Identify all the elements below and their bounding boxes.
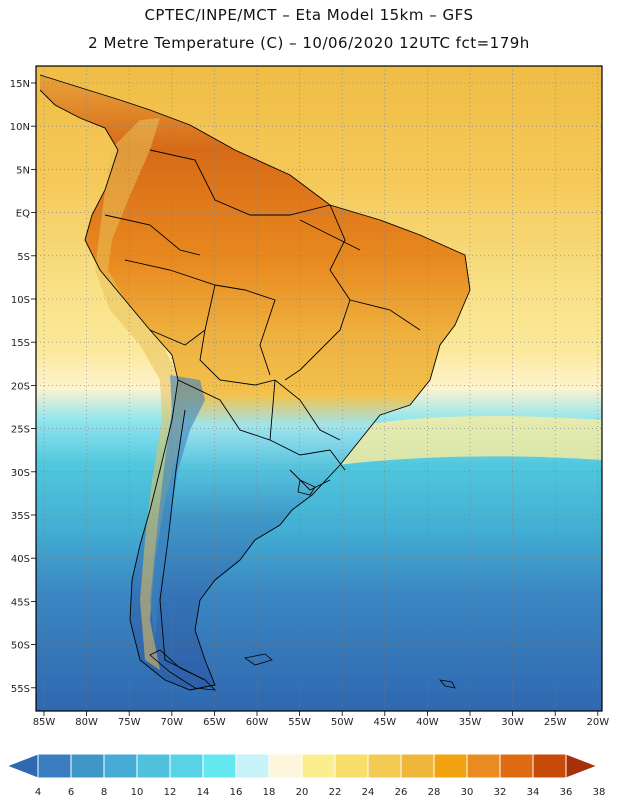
colorbar-swatch bbox=[400, 753, 435, 779]
longitude-label: 45W bbox=[373, 717, 396, 728]
warm-tongue bbox=[300, 416, 602, 470]
latitude-label: 30S bbox=[11, 468, 30, 479]
longitude-label: 75W bbox=[118, 717, 141, 728]
colorbar-swatch bbox=[169, 753, 204, 779]
colorbar-swatch bbox=[499, 753, 534, 779]
longitude-label: 85W bbox=[33, 717, 56, 728]
coast-islands bbox=[149, 479, 456, 691]
latitude-label: 20S bbox=[11, 381, 30, 392]
latitude-label: 5S bbox=[17, 252, 30, 263]
longitude-label: 35W bbox=[459, 717, 482, 728]
colorbar-swatch bbox=[301, 753, 336, 779]
colorbar-tick-label: 30 bbox=[461, 787, 474, 798]
latitude-label: 10N bbox=[10, 122, 30, 133]
colorbar-tick-label: 12 bbox=[164, 787, 177, 798]
colorbar-tick-label: 10 bbox=[131, 787, 144, 798]
colorbar-tick-label: 36 bbox=[560, 787, 573, 798]
colorbar-tick-label: 24 bbox=[362, 787, 375, 798]
latitude-label: 25S bbox=[11, 425, 30, 436]
colorbar-tick-label: 6 bbox=[68, 787, 74, 798]
latitude-axis: 15N 10N 5N EQ 5S 10S 15S 20S 25S 30S 35S 40S 45S 50S 5… bbox=[10, 79, 36, 695]
colorbar-tick-label: 28 bbox=[428, 787, 441, 798]
map-subtitle: 2 Metre Temperature (C) – 10/06/2020 12U… bbox=[88, 34, 530, 52]
colorbar-high-arrow bbox=[565, 753, 599, 779]
colorbar-swatch bbox=[202, 753, 237, 779]
latitude-label: 10S bbox=[11, 295, 30, 306]
longitude-label: 70W bbox=[160, 717, 183, 728]
longitude-label: 40W bbox=[416, 717, 439, 728]
colorbar-tick-label: 34 bbox=[527, 787, 540, 798]
latitude-label: 15S bbox=[11, 338, 30, 349]
colorbar-swatch bbox=[103, 753, 138, 779]
latitude-label: 45S bbox=[11, 597, 30, 608]
longitude-label: 50W bbox=[331, 717, 354, 728]
colorbar-swatch bbox=[70, 753, 105, 779]
latitude-label: 40S bbox=[11, 554, 30, 565]
longitude-label: 20W bbox=[586, 717, 609, 728]
colorbar-tick-label: 16 bbox=[230, 787, 243, 798]
latitude-label: 15N bbox=[10, 79, 30, 90]
latitude-label: 55S bbox=[11, 684, 30, 695]
colorbar-swatch bbox=[37, 753, 72, 779]
longitude-label: 80W bbox=[75, 717, 98, 728]
colorbar-tick-label: 18 bbox=[263, 787, 276, 798]
colorbar-swatch bbox=[532, 753, 567, 779]
latitude-label: EQ bbox=[16, 209, 30, 220]
colorbar-swatch bbox=[136, 753, 171, 779]
colorbar-low-arrow bbox=[5, 753, 39, 779]
colorbar-swatch bbox=[466, 753, 501, 779]
longitude-label: 65W bbox=[203, 717, 226, 728]
high-andes-cold bbox=[150, 375, 205, 640]
colorbar-tick-label: 14 bbox=[197, 787, 210, 798]
colorbar-tick-label: 26 bbox=[395, 787, 408, 798]
colorbar-swatch bbox=[334, 753, 369, 779]
map-title: CPTEC/INPE/MCT – Eta Model 15km – GFS bbox=[144, 6, 474, 24]
colorbar-tick-label: 38 bbox=[593, 787, 606, 798]
colorbar-swatch bbox=[367, 753, 402, 779]
longitude-label: 60W bbox=[246, 717, 269, 728]
latitude-label: 35S bbox=[11, 511, 30, 522]
longitude-axis: 85W 80W 75W 70W 65W 60W 55W 50W 45W 40W 35W 30W 25W 2… bbox=[33, 711, 609, 728]
latitude-label: 5N bbox=[16, 165, 30, 176]
colorbar-swatch bbox=[235, 753, 270, 779]
country-borders bbox=[39, 74, 471, 691]
andes-ridge bbox=[95, 118, 185, 670]
temperature-colorbar: 4 6 8 10 12 14 16 18 20 22 24 26 28 30 32 34 36 38 bbox=[5, 753, 606, 798]
longitude-label: 25W bbox=[544, 717, 567, 728]
colorbar-tick-label: 20 bbox=[296, 787, 309, 798]
colorbar-tick-label: 22 bbox=[329, 787, 342, 798]
longitude-label: 30W bbox=[501, 717, 524, 728]
colorbar-tick-label: 32 bbox=[494, 787, 507, 798]
plot-frame bbox=[35, 65, 603, 712]
colorbar-tick-label: 8 bbox=[101, 787, 107, 798]
colorbar-swatch bbox=[433, 753, 468, 779]
colorbar-swatch bbox=[268, 753, 303, 779]
colorbar-tick-label: 4 bbox=[35, 787, 41, 798]
latitude-label: 50S bbox=[11, 641, 30, 652]
longitude-label: 55W bbox=[288, 717, 311, 728]
